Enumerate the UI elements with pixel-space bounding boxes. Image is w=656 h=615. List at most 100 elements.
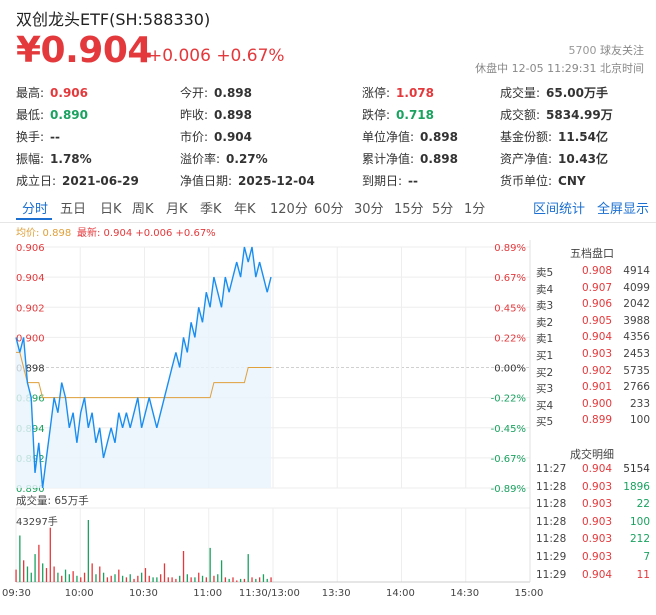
stat-label: 振幅: — [16, 152, 45, 166]
volume-bar — [160, 574, 162, 582]
fullscreen-link[interactable]: 全屏显示 — [597, 202, 650, 217]
stat-item: 成立日: 2021-06-29 — [16, 172, 139, 189]
tab-7[interactable]: 120分 — [270, 202, 308, 217]
stat-label: 成立日: — [16, 174, 57, 188]
volume-bar — [80, 577, 82, 582]
price-line — [15, 246, 272, 489]
trade-price: 0.904 — [582, 463, 613, 475]
follower-label[interactable]: 球友关注 — [600, 44, 644, 57]
tab-11[interactable]: 5分 — [432, 202, 454, 217]
orderbook-label: 卖1 — [536, 333, 554, 346]
volume-bar — [175, 578, 177, 582]
avg-price-legend: 均价: 0.898 — [16, 228, 72, 239]
orderbook-price: 0.901 — [582, 381, 613, 394]
tab-4[interactable]: 月K — [166, 202, 188, 217]
tab-1[interactable]: 五日 — [60, 202, 87, 217]
stat-label: 成交量: — [500, 86, 541, 100]
tab-8[interactable]: 60分 — [314, 202, 344, 217]
pct-tick-label: -0.89% — [491, 484, 526, 495]
volume-max-label: 43297手 — [16, 517, 58, 528]
volume-bar — [171, 577, 173, 582]
tab-3[interactable]: 周K — [132, 202, 154, 217]
volume-bars — [15, 520, 272, 582]
tab-9[interactable]: 30分 — [354, 202, 384, 217]
volume-bar — [83, 572, 86, 582]
volume-bar — [106, 577, 109, 582]
stat-item: 涨停: 1.078 — [362, 84, 434, 101]
trade-row: 11:27 0.904 5154 — [536, 463, 650, 480]
volume-bar — [99, 566, 101, 582]
orderbook-row: 卖3 0.906 2042 — [536, 298, 650, 315]
volume-bar — [255, 578, 257, 582]
orderbook-row: 买1 0.903 2453 — [536, 348, 650, 365]
pct-tick-label: 0.67% — [494, 273, 526, 284]
trade-row: 11:29 0.904 11 — [536, 569, 650, 586]
tab-2[interactable]: 日K — [100, 202, 122, 217]
pct-tick-label: -0.67% — [491, 454, 526, 465]
orderbook-label: 买3 — [536, 383, 554, 396]
volume-bar — [262, 574, 265, 582]
pct-tick-label: 0.89% — [494, 243, 526, 254]
trade-time: 11:29 — [536, 568, 567, 581]
volume-bar — [205, 577, 207, 582]
x-tick-label: 11:00 — [193, 588, 223, 599]
orderbook-price: 0.900 — [582, 397, 613, 410]
volume-bar — [213, 575, 215, 582]
tab-12[interactable]: 1分 — [464, 202, 486, 217]
tab-5[interactable]: 季K — [200, 202, 222, 217]
volume-bar — [102, 572, 105, 582]
trades-title: 成交明细 — [570, 448, 614, 461]
stat-value: 1.078 — [396, 86, 435, 100]
volume-bar — [57, 572, 59, 582]
trade-price: 0.904 — [582, 568, 613, 581]
volume-bar — [152, 577, 154, 582]
y-tick-label: 0.902 — [16, 303, 45, 314]
trade-time: 11:28 — [536, 480, 567, 493]
trade-price: 0.903 — [582, 498, 613, 511]
range-stats-link[interactable]: 区间统计 — [533, 202, 586, 217]
volume-bar — [114, 574, 116, 582]
stat-item: 换手: -- — [16, 128, 60, 145]
trade-time: 11:29 — [536, 551, 567, 563]
volume-bar — [201, 575, 204, 582]
tab-0[interactable]: 分时 — [22, 202, 49, 217]
tab-6[interactable]: 年K — [234, 202, 256, 217]
volume-bar — [190, 577, 192, 582]
stat-label: 成交额: — [500, 108, 541, 122]
volume-bar — [179, 575, 181, 582]
trade-row: 11:28 0.903 1896 — [536, 481, 650, 498]
page-title: 双创龙头ETF(SH:588330) — [16, 10, 211, 29]
volume-bar — [148, 575, 150, 582]
orderbook-qty: 4914 — [623, 265, 650, 277]
stat-value: 0.718 — [396, 108, 435, 122]
volume-bar — [266, 578, 268, 582]
volume-bar — [163, 563, 166, 582]
volume-bar — [34, 554, 36, 582]
stat-value: 0.890 — [50, 108, 89, 122]
volume-bar — [133, 578, 135, 582]
stat-label: 涨停: — [362, 86, 391, 100]
y-tick-label: 0.900 — [16, 333, 45, 344]
orderbook-qty: 3988 — [623, 314, 650, 327]
x-tick-label: 14:00 — [386, 588, 415, 599]
stat-item: 跌停: 0.718 — [362, 106, 434, 123]
volume-bar — [258, 577, 261, 582]
orderbook-qty: 4099 — [623, 281, 650, 294]
orderbook-qty: 233 — [629, 397, 650, 410]
volume-bar — [209, 547, 211, 582]
volume-bar — [194, 577, 196, 582]
stat-item: 单位净值: 0.898 — [362, 128, 458, 145]
trade-qty: 5154 — [623, 463, 650, 475]
volume-bar — [42, 563, 44, 582]
volume-bar — [232, 577, 234, 582]
y-tick-label: 0.904 — [16, 273, 45, 284]
trade-time: 11:27 — [536, 463, 567, 475]
stat-value: 11.54亿 — [558, 130, 609, 144]
volume-bar — [167, 577, 169, 582]
stat-value: 0.898 — [420, 130, 459, 144]
orderbook-qty: 4356 — [623, 331, 650, 344]
volume-bar — [15, 569, 17, 582]
tab-10[interactable]: 15分 — [394, 202, 424, 217]
stat-label: 最高: — [16, 86, 45, 100]
volume-bar — [38, 544, 40, 582]
